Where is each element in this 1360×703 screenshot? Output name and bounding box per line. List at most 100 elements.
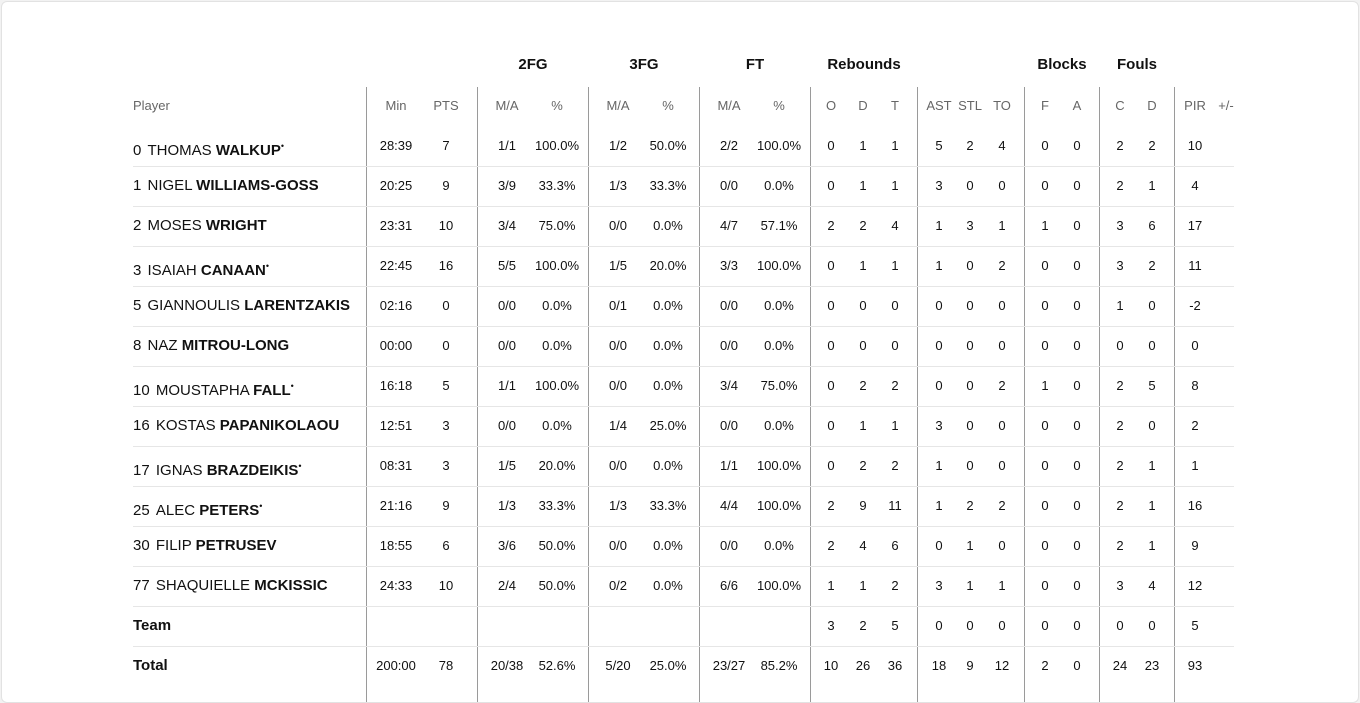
- stat-cell: 0: [1073, 458, 1081, 473]
- stat-cell: 08:31: [379, 458, 413, 473]
- stat-cell: 1/4: [608, 418, 628, 433]
- stat-cell: 2: [859, 618, 867, 633]
- stat-cell: 12: [1187, 578, 1203, 593]
- stat-cell: 0: [891, 338, 899, 353]
- player-cell: 16 KOSTAS PAPANIKOLAOU: [133, 416, 339, 436]
- player-number: 5: [133, 297, 142, 314]
- stat-cell: 3: [935, 178, 943, 193]
- stat-cell: 0/2: [608, 578, 628, 593]
- stat-cell: 0/0: [608, 378, 628, 393]
- stat-cell: 1: [891, 138, 899, 153]
- stat-cell: 0/0: [497, 298, 517, 313]
- stat-cell: 0/0: [719, 538, 739, 553]
- stat-cell: 1: [935, 258, 943, 273]
- player-last-name: WILLIAMS-GOSS: [196, 177, 319, 194]
- stat-cell: 1/5: [497, 458, 517, 473]
- stat-cell: 2: [1116, 138, 1124, 153]
- stat-cell: 36: [887, 658, 903, 673]
- stat-cell: 0: [998, 458, 1006, 473]
- stat-cell: 0: [998, 178, 1006, 193]
- stat-cell: 23:31: [379, 218, 413, 233]
- stat-cell: 0: [1073, 658, 1081, 673]
- column-separator: [1174, 87, 1175, 702]
- stat-cell: 33.3%: [649, 498, 687, 513]
- stat-cell: 6: [442, 538, 450, 553]
- player-last-name: LARENTZAKIS: [244, 297, 351, 314]
- column-header: PTS: [433, 98, 459, 113]
- row-separator: [133, 366, 1234, 367]
- player-first-name: SHAQUIELLE: [155, 577, 251, 594]
- player-last-name: CANAAN: [200, 262, 266, 279]
- stat-cell: 20/38: [490, 658, 524, 673]
- stat-cell: 0: [859, 338, 867, 353]
- stat-cell: 2: [1191, 418, 1199, 433]
- stat-cell: 0: [1148, 618, 1156, 633]
- stat-cell: 50.0%: [538, 538, 576, 553]
- player-cell: Team: [133, 616, 171, 636]
- stat-cell: 0: [966, 298, 974, 313]
- stat-cell: 2: [1116, 378, 1124, 393]
- stat-cell: 2: [859, 378, 867, 393]
- stat-cell: 11: [1188, 258, 1202, 273]
- stat-cell: 4: [1191, 178, 1199, 193]
- stat-cell: 0/0: [608, 538, 628, 553]
- starter-mark: •: [298, 461, 302, 471]
- stat-cell: 2: [859, 218, 867, 233]
- stat-cell: 5: [442, 378, 450, 393]
- player-first-name: MOUSTAPHA: [155, 382, 249, 399]
- player-first-name: ISAIAH: [147, 262, 197, 279]
- stat-cell: 4: [1148, 578, 1156, 593]
- stat-cell: 3: [966, 218, 974, 233]
- stat-cell: 85.2%: [760, 658, 798, 673]
- stat-cell: 18:55: [379, 538, 413, 553]
- column-header: %: [662, 98, 674, 113]
- stat-cell: 1/2: [608, 138, 628, 153]
- column-header: AST: [926, 98, 952, 113]
- column-separator: [1024, 87, 1025, 702]
- stat-cell: 52.6%: [538, 658, 576, 673]
- stat-cell: 2: [891, 578, 899, 593]
- stat-cell: 11: [888, 498, 902, 513]
- stat-cell: 26: [855, 658, 871, 673]
- stat-cell: 0: [998, 298, 1006, 313]
- stat-cell: 2: [1116, 418, 1124, 433]
- column-header: STL: [958, 98, 982, 113]
- player-first-name: NAZ: [147, 337, 178, 354]
- stat-cell: 1: [891, 178, 899, 193]
- stat-cell: 0: [1073, 298, 1081, 313]
- player-last-name: WALKUP: [215, 142, 281, 159]
- stat-cell: 0: [998, 618, 1006, 633]
- player-last-name: WRIGHT: [205, 217, 267, 234]
- stat-cell: 0: [935, 298, 943, 313]
- player-last-name: BRAZDEIKIS: [206, 462, 299, 479]
- column-separator: [477, 87, 478, 702]
- stat-cell: 0.0%: [653, 538, 683, 553]
- column-header: D: [858, 98, 868, 113]
- row-separator: [133, 406, 1234, 407]
- stat-cell: 3/9: [497, 178, 517, 193]
- stat-cell: 0: [827, 418, 835, 433]
- stat-cell: 0: [1073, 218, 1081, 233]
- stat-cell: 0.0%: [653, 578, 683, 593]
- stat-cell: 0: [935, 378, 943, 393]
- stat-cell: 1: [1041, 218, 1049, 233]
- stat-cell: 0/0: [608, 218, 628, 233]
- stat-cell: 3: [827, 618, 835, 633]
- stat-cell: 0: [1148, 418, 1156, 433]
- stat-cell: 4: [998, 138, 1006, 153]
- player-last-name: MITROU-LONG: [181, 337, 290, 354]
- column-header: C: [1115, 98, 1125, 113]
- stat-cell: 0: [966, 458, 974, 473]
- row-separator: [133, 326, 1234, 327]
- stat-cell: 0/0: [608, 458, 628, 473]
- stat-cell: 57.1%: [760, 218, 798, 233]
- stat-cell: 10: [438, 578, 454, 593]
- player-first-name: KOSTAS: [155, 417, 216, 434]
- column-header: M/A: [717, 98, 741, 113]
- stat-cell: 2/2: [719, 138, 739, 153]
- stat-cell: 8: [1191, 378, 1199, 393]
- group-header: 2FG: [518, 56, 548, 73]
- player-first-name: MOSES: [147, 217, 202, 234]
- stat-cell: 100.0%: [534, 138, 580, 153]
- stat-cell: 0: [827, 138, 835, 153]
